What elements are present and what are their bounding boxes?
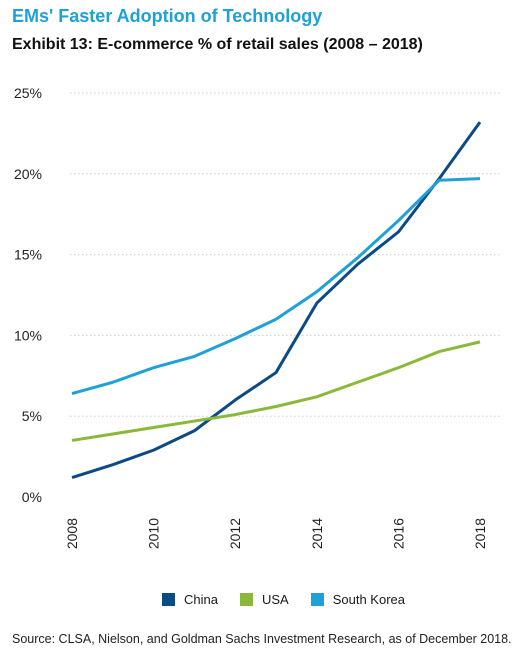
line-chart: 0% 5% 10% 15% 20% 25% 2008 2010 2012 2014 2016 201… — [14, 85, 500, 549]
series-line-china — [71, 121, 482, 480]
series-line-south-korea — [71, 177, 481, 396]
y-tick-label: 5% — [22, 408, 42, 424]
gridlines — [70, 92, 500, 417]
legend-swatch-usa — [239, 593, 253, 606]
x-tick-label: 2016 — [390, 518, 406, 549]
x-tick-label: 2014 — [309, 518, 325, 549]
x-axis-ticks: 2008 2010 2012 2014 2016 2018 — [64, 518, 488, 549]
legend-item-china: China — [162, 592, 218, 607]
chart-title: EMs' Faster Adoption of Technology — [12, 6, 323, 26]
y-tick-label: 15% — [14, 247, 42, 263]
y-tick-label: 10% — [14, 327, 42, 343]
series-line-usa — [71, 340, 481, 442]
legend-item-south-korea: South Korea — [310, 592, 405, 607]
legend-swatch-china — [162, 593, 175, 606]
y-axis-ticks: 0% 5% 10% 15% 20% 25% — [14, 85, 42, 505]
x-tick-label: 2018 — [472, 518, 488, 549]
y-tick-label: 0% — [22, 489, 42, 505]
legend-item-usa: USA — [239, 592, 289, 607]
chart-subtitle: Exhibit 13: E-commerce % of retail sales… — [12, 36, 423, 53]
x-tick-label: 2008 — [64, 518, 80, 549]
legend: China USA South Korea — [162, 592, 427, 607]
x-tick-label: 2010 — [146, 518, 162, 549]
legend-label-china: China — [184, 592, 218, 607]
source-note: Source: CLSA, Nielson, and Goldman Sachs… — [12, 632, 512, 646]
y-tick-label: 25% — [14, 85, 42, 101]
y-tick-label: 20% — [14, 166, 42, 182]
legend-swatch-south-korea — [310, 593, 324, 606]
legend-label-south-korea: South Korea — [332, 592, 405, 607]
x-tick-label: 2012 — [227, 518, 243, 549]
legend-label-usa: USA — [261, 592, 289, 607]
series-lines — [71, 121, 482, 480]
